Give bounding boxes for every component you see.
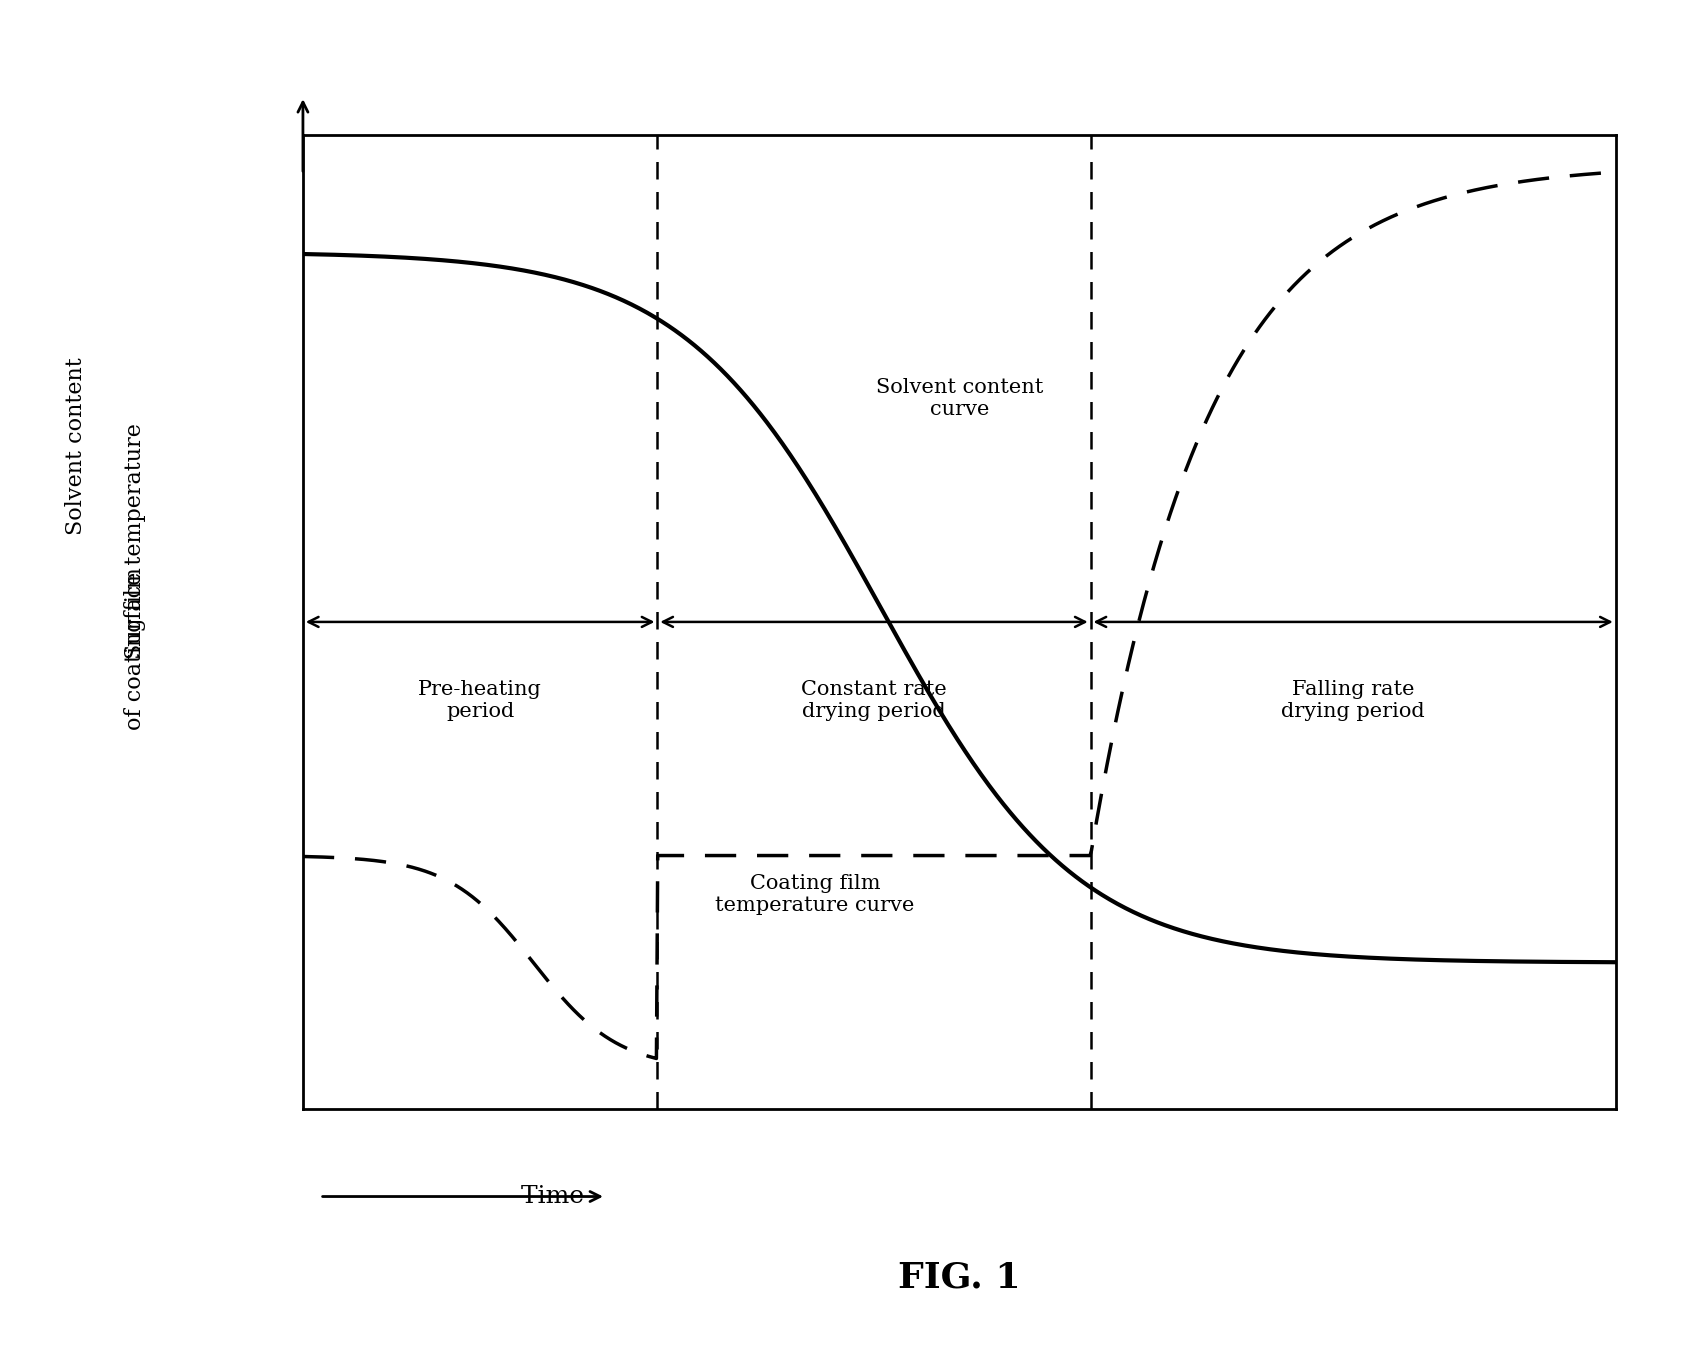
Text: Time: Time: [505, 1184, 584, 1209]
Text: Pre-heating
period: Pre-heating period: [419, 680, 542, 722]
Text: FIG. 1: FIG. 1: [898, 1260, 1019, 1295]
Text: Solvent content
curve: Solvent content curve: [875, 377, 1043, 419]
Text: of coating film: of coating film: [123, 568, 146, 730]
Text: Falling rate
drying period: Falling rate drying period: [1280, 680, 1425, 722]
Text: Constant rate
drying period: Constant rate drying period: [801, 680, 947, 722]
Text: Surface temperature: Surface temperature: [123, 423, 146, 658]
Text: Coating film
temperature curve: Coating film temperature curve: [715, 873, 913, 915]
Text: Solvent content: Solvent content: [64, 357, 87, 535]
